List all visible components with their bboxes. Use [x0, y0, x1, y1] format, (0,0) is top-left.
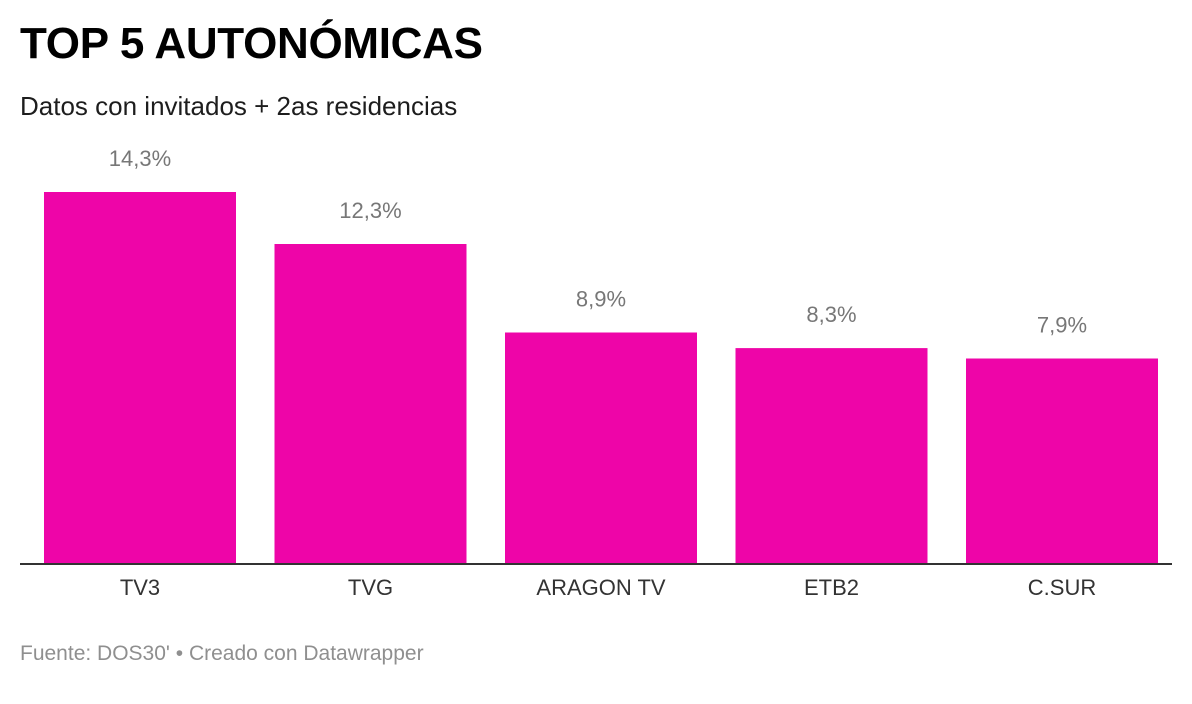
category-label: TV3: [120, 575, 160, 600]
bars-group: [44, 192, 1158, 564]
chart-title: TOP 5 AUTONÓMICAS: [20, 19, 483, 68]
value-label: 8,3%: [806, 302, 856, 327]
value-label: 14,3%: [109, 146, 171, 171]
category-label: TVG: [348, 575, 393, 600]
bar-c-sur: [966, 358, 1158, 564]
value-label: 7,9%: [1037, 313, 1087, 338]
value-label: 8,9%: [576, 287, 626, 312]
category-label: C.SUR: [1028, 575, 1096, 600]
source-note: Fuente: DOS30' • Creado con Datawrapper: [20, 642, 424, 665]
bar-etb2: [735, 348, 928, 564]
category-label: ETB2: [804, 575, 859, 600]
value-labels-group: 14,3% 12,3% 8,9% 8,3% 7,9%: [109, 146, 1087, 338]
category-labels-group: TV3 TVG ARAGON TV ETB2 C.SUR: [120, 575, 1096, 600]
chart-subtitle: Datos con invitados + 2as residencias: [20, 91, 458, 121]
category-label: ARAGON TV: [536, 575, 666, 600]
value-label: 12,3%: [339, 198, 401, 223]
bar-tv3: [44, 192, 236, 564]
bar-chart: 14,3% 12,3% 8,9% 8,3% 7,9% TV3 TVG ARAGON TV ET…: [20, 146, 1172, 600]
bar-tvg: [274, 244, 467, 564]
bar-aragon-tv: [505, 332, 697, 564]
